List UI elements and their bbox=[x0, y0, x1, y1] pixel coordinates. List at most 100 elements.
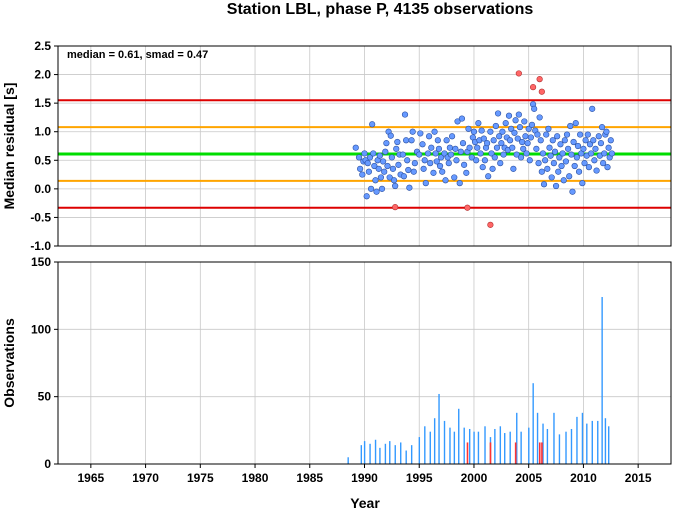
residual-point bbox=[367, 185, 375, 192]
x-tick-label: 1970 bbox=[132, 471, 159, 485]
observations-y-tick-label: 100 bbox=[31, 322, 51, 336]
residual-point bbox=[539, 150, 547, 157]
residual-point bbox=[421, 157, 428, 164]
residual-point bbox=[380, 158, 387, 165]
residual-point bbox=[405, 166, 412, 174]
residual-point bbox=[581, 160, 588, 167]
residual-point bbox=[419, 141, 426, 148]
residual-y-tick-label: 1.5 bbox=[34, 96, 51, 110]
outlier-point bbox=[515, 70, 522, 77]
residual-point bbox=[399, 151, 406, 158]
residual-point bbox=[430, 169, 437, 176]
residual-point bbox=[478, 127, 485, 134]
residual-point bbox=[352, 144, 359, 151]
residual-point bbox=[461, 161, 468, 168]
residual-point bbox=[548, 174, 555, 181]
observation-bar bbox=[405, 450, 407, 464]
stats-annotation: median = 0.61, smad = 0.47 bbox=[67, 49, 208, 61]
residual-point bbox=[479, 164, 486, 171]
outlier-observation-bar bbox=[489, 442, 492, 464]
residual-point bbox=[523, 150, 530, 157]
x-tick-label: 2000 bbox=[461, 471, 488, 485]
residual-y-tick-label: 0.5 bbox=[34, 153, 51, 167]
residual-point bbox=[574, 142, 582, 150]
residual-point bbox=[499, 128, 506, 135]
residual-point bbox=[361, 150, 368, 157]
residual-point bbox=[477, 150, 484, 157]
outlier-observation-bar bbox=[514, 442, 517, 464]
residual-point bbox=[562, 158, 570, 165]
residual-point bbox=[485, 173, 492, 180]
residual-point bbox=[511, 129, 518, 136]
observation-bar bbox=[433, 418, 436, 464]
observation-bar bbox=[528, 427, 530, 464]
residual-point bbox=[447, 151, 455, 158]
x-tick-label: 1965 bbox=[77, 471, 104, 485]
residual-point bbox=[538, 168, 545, 175]
observations-y-tick-label: 0 bbox=[44, 457, 51, 471]
residual-point bbox=[554, 133, 561, 140]
residual-point bbox=[531, 105, 538, 112]
residual-point bbox=[591, 157, 598, 164]
residual-y-tick-label: 2.0 bbox=[34, 68, 51, 82]
residual-point bbox=[579, 180, 586, 187]
observation-bar bbox=[400, 442, 402, 464]
observation-bar bbox=[438, 393, 440, 464]
residual-point bbox=[582, 137, 589, 144]
residual-point bbox=[568, 151, 575, 158]
residual-point bbox=[516, 124, 524, 131]
observation-bar bbox=[347, 457, 349, 464]
observation-bar bbox=[509, 431, 511, 464]
residual-point bbox=[601, 150, 608, 157]
residual-point bbox=[607, 137, 614, 144]
residual-point bbox=[359, 171, 366, 178]
outlier-point bbox=[538, 88, 545, 95]
residual-point bbox=[555, 168, 562, 175]
residual-point bbox=[394, 138, 401, 146]
residual-point bbox=[441, 150, 448, 157]
residual-point bbox=[527, 134, 534, 141]
residual-point bbox=[442, 177, 449, 184]
observation-bar bbox=[565, 431, 567, 464]
residual-point bbox=[357, 165, 364, 172]
residual-point bbox=[404, 157, 411, 164]
residual-point bbox=[388, 154, 395, 161]
residual-point bbox=[498, 140, 505, 147]
residual-y-ticks: 2.5 2.0 1.5 1.0 0.5 0.0 -0.5 -1.0 bbox=[30, 39, 58, 253]
residual-point bbox=[491, 154, 498, 161]
residual-y-tick-label: -1.0 bbox=[30, 239, 51, 253]
residual-point bbox=[422, 180, 429, 187]
observation-bar bbox=[379, 447, 381, 464]
outlier-point bbox=[487, 221, 494, 228]
residual-point bbox=[378, 185, 386, 192]
residual-point bbox=[355, 154, 363, 161]
residual-point bbox=[377, 174, 385, 181]
residual-point bbox=[586, 141, 594, 148]
residual-point bbox=[487, 128, 494, 135]
residual-point bbox=[547, 152, 554, 159]
residual-point bbox=[510, 165, 517, 172]
outlier-observation-bar bbox=[466, 442, 469, 464]
residual-point bbox=[448, 133, 456, 140]
residual-point bbox=[381, 168, 388, 175]
residual-point bbox=[458, 115, 466, 122]
residual-point bbox=[517, 154, 525, 161]
residual-point bbox=[571, 162, 578, 170]
observation-bar bbox=[389, 441, 391, 464]
x-tick-label: 2015 bbox=[625, 471, 652, 485]
observation-bar bbox=[429, 431, 431, 464]
residual-point bbox=[475, 120, 482, 127]
residual-point bbox=[470, 128, 478, 135]
residual-point bbox=[384, 162, 391, 170]
outlier-point bbox=[529, 84, 537, 91]
x-axis-label: Year bbox=[350, 495, 380, 511]
residual-point bbox=[524, 140, 531, 147]
residual-point bbox=[433, 158, 440, 165]
residual-point bbox=[569, 188, 576, 195]
residual-point bbox=[515, 111, 522, 118]
residual-point bbox=[567, 122, 574, 130]
residual-point bbox=[389, 165, 397, 172]
residual-point bbox=[417, 130, 424, 137]
residual-point bbox=[466, 144, 473, 151]
observation-bar bbox=[484, 426, 486, 464]
